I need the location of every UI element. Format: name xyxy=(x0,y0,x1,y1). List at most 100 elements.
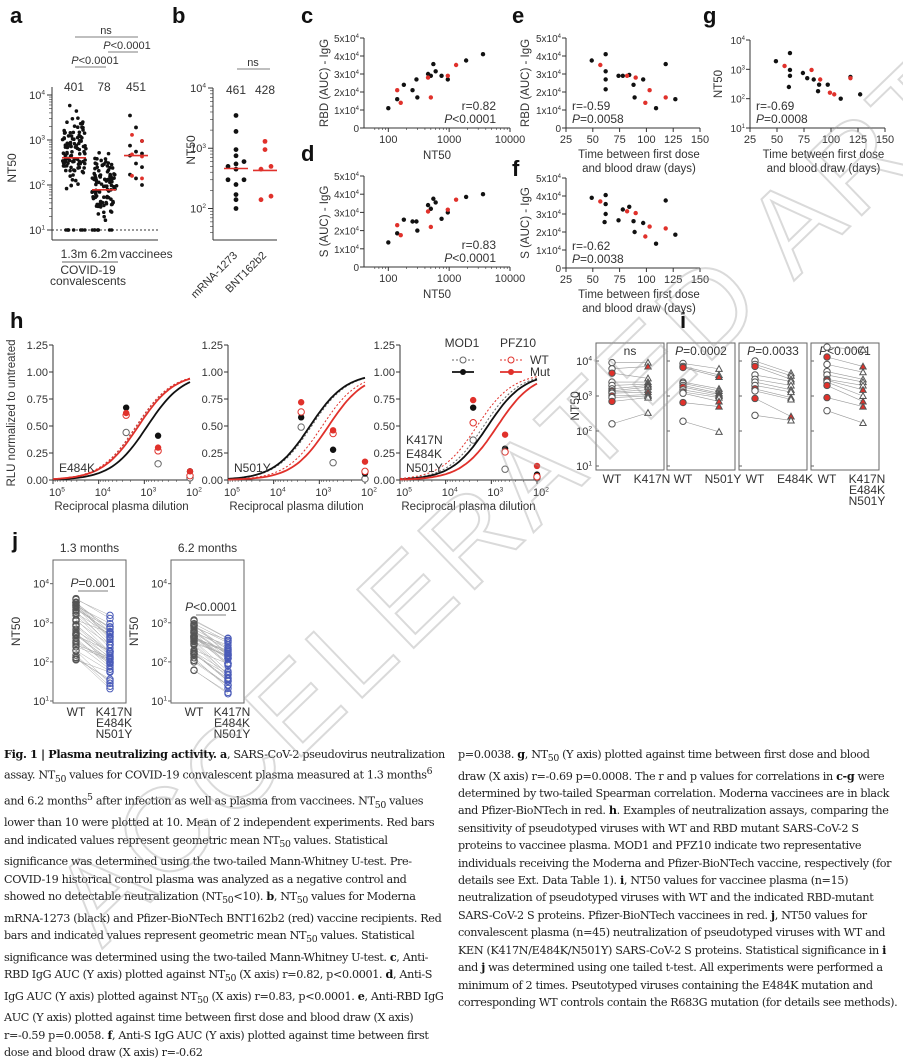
tick-label: 150 xyxy=(691,274,709,286)
pair-line xyxy=(754,385,792,393)
data-point xyxy=(77,152,82,156)
data-point-open xyxy=(751,411,759,420)
tick-label: 1x104 xyxy=(334,245,360,256)
x-axis-label: Reciprocal plasma dilution xyxy=(229,501,363,513)
subplot-title: 6.2 months xyxy=(178,541,237,555)
data-point xyxy=(262,138,268,144)
data-point xyxy=(90,189,95,194)
data-point xyxy=(66,228,71,232)
data-point-open xyxy=(823,360,831,369)
data-point-open xyxy=(106,635,114,644)
pair-line xyxy=(611,391,649,394)
data-point xyxy=(128,143,132,148)
figure-canvas: 101 102 103 104 NT50 401 78 451 1.3m 6.2m vaccinee… xyxy=(5,25,894,741)
x-axis-label: Time between first dose xyxy=(578,289,700,301)
data-point xyxy=(647,88,652,93)
data-point xyxy=(603,192,608,198)
data-point xyxy=(114,183,119,188)
data-point-open xyxy=(106,614,114,623)
data-point xyxy=(77,133,81,138)
data-point xyxy=(104,184,109,189)
data-point-open xyxy=(72,654,80,662)
panel-label-i: i xyxy=(680,308,687,333)
data-point xyxy=(453,197,459,202)
data-point-triangle xyxy=(643,393,653,401)
data-point xyxy=(186,468,194,475)
tick-label: 5x104 xyxy=(536,174,562,185)
data-point xyxy=(431,196,436,201)
data-point xyxy=(463,58,469,63)
data-point xyxy=(76,116,80,120)
data-point xyxy=(603,52,608,57)
data-point xyxy=(663,95,668,100)
pair-line xyxy=(193,642,229,656)
data-point xyxy=(297,399,305,406)
data-point xyxy=(233,113,239,118)
tick-label: 100 xyxy=(379,273,397,285)
y-axis-label: NT50 xyxy=(9,617,23,647)
data-point xyxy=(268,163,274,169)
data-point xyxy=(66,161,70,166)
pair-line xyxy=(75,655,111,687)
fit-curve xyxy=(399,382,538,481)
data-point xyxy=(96,168,101,173)
data-point xyxy=(62,131,67,135)
data-point xyxy=(787,50,793,56)
pair-line xyxy=(754,390,792,400)
data-point xyxy=(69,165,73,170)
pair-line xyxy=(193,652,229,682)
data-point-open xyxy=(533,473,541,481)
data-point xyxy=(103,218,108,222)
data-point-open xyxy=(823,407,831,415)
data-point xyxy=(508,369,514,375)
data-point xyxy=(111,200,115,205)
panel-label-a: a xyxy=(10,3,23,28)
data-point xyxy=(439,73,444,79)
pair-line xyxy=(75,657,111,682)
data-point xyxy=(616,73,621,79)
x-category-label: WT xyxy=(746,472,765,486)
tick-label: 1.00 xyxy=(27,367,48,379)
tick-label: 102 xyxy=(29,180,45,192)
tick-label: 1x104 xyxy=(536,106,562,117)
data-point-open xyxy=(106,611,114,620)
data-point xyxy=(90,176,95,180)
pair-line xyxy=(75,602,111,630)
tick-label: 4x104 xyxy=(334,190,360,201)
data-point-open xyxy=(106,653,114,661)
pair-line xyxy=(75,640,111,663)
data-point xyxy=(140,165,144,169)
data-point-open xyxy=(224,690,232,698)
legend-label: Mut xyxy=(530,365,551,379)
data-point xyxy=(134,161,138,166)
pair-line xyxy=(193,619,229,639)
data-point xyxy=(67,103,72,108)
sig-label: P<0.0001 xyxy=(71,55,118,67)
data-point xyxy=(445,73,451,79)
data-point xyxy=(633,210,638,216)
data-point xyxy=(439,216,444,221)
pair-line xyxy=(75,626,111,656)
pair-line xyxy=(193,643,229,675)
panel-label-e: e xyxy=(512,3,525,28)
pair-line xyxy=(75,605,111,624)
geometric-mean-value: 451 xyxy=(126,80,146,94)
data-point-open xyxy=(297,408,305,416)
data-point-open xyxy=(72,637,80,645)
data-point-open xyxy=(501,448,509,456)
data-point xyxy=(63,168,68,173)
pair-line xyxy=(826,356,864,367)
data-point xyxy=(809,67,814,73)
data-point-open xyxy=(106,628,114,636)
pair-line xyxy=(193,660,229,686)
data-point xyxy=(827,90,833,95)
data-point xyxy=(787,73,793,79)
data-point xyxy=(84,146,88,151)
pair-line xyxy=(193,644,229,679)
data-point-triangle xyxy=(858,418,868,426)
tick-label: 100 xyxy=(637,134,655,146)
data-point-open xyxy=(190,666,198,674)
data-point xyxy=(109,228,114,232)
pair-line xyxy=(826,371,864,380)
tick-label: 103 xyxy=(315,487,331,499)
